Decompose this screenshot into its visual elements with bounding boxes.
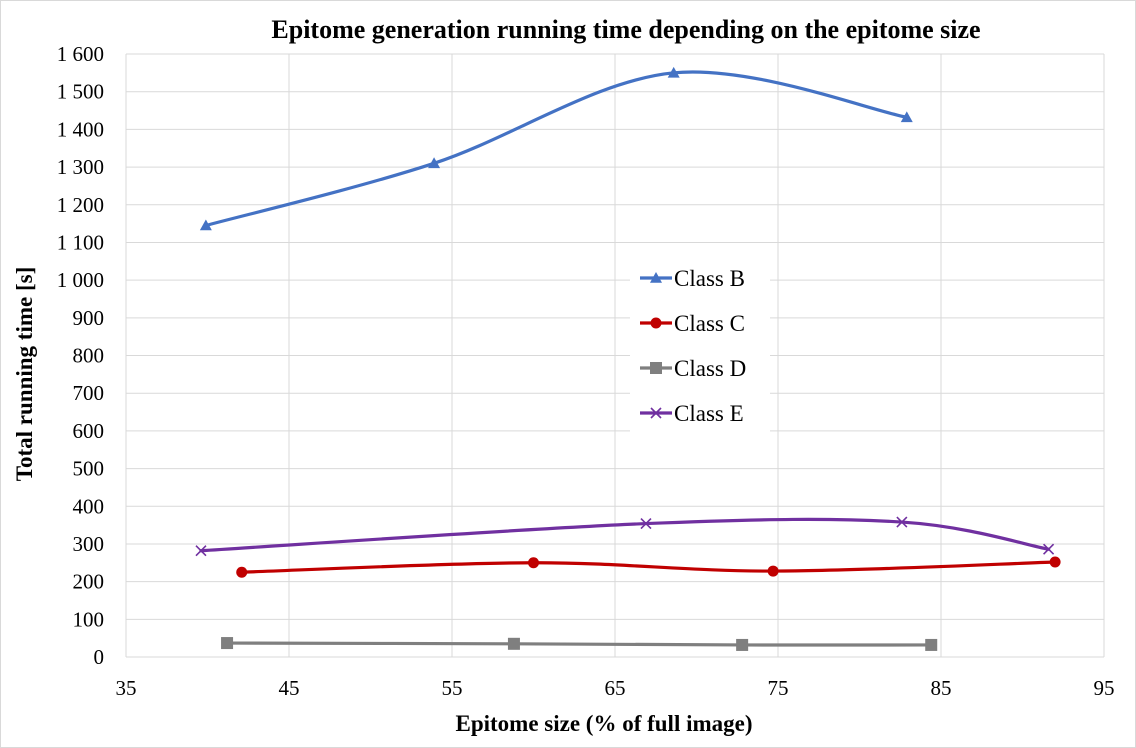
x-tick-label: 65 bbox=[605, 676, 626, 700]
y-tick-label: 600 bbox=[73, 419, 105, 443]
data-point bbox=[221, 637, 234, 650]
series-line bbox=[225, 641, 933, 647]
y-tick-label: 1 500 bbox=[57, 80, 104, 104]
x-tick-label: 75 bbox=[768, 676, 789, 700]
legend-item: Class C bbox=[640, 311, 745, 336]
legend-marker bbox=[650, 272, 662, 283]
y-tick-label: 100 bbox=[73, 607, 105, 631]
series-class-c bbox=[236, 556, 1061, 578]
data-point bbox=[736, 638, 749, 651]
data-point bbox=[236, 566, 248, 578]
series-lines bbox=[195, 66, 1061, 651]
data-point bbox=[900, 111, 913, 123]
y-tick-label: 1 200 bbox=[57, 193, 104, 217]
x-tick-label: 85 bbox=[931, 676, 952, 700]
series-class-e bbox=[195, 516, 1055, 557]
series-class-d bbox=[221, 637, 938, 651]
y-tick-label: 400 bbox=[73, 494, 105, 518]
y-tick-label: 0 bbox=[94, 645, 105, 669]
legend-label: Class D bbox=[674, 356, 746, 381]
data-point bbox=[640, 518, 652, 530]
series-class-b bbox=[199, 66, 913, 231]
data-point bbox=[925, 638, 938, 651]
x-axis-title: Epitome size (% of full image) bbox=[455, 711, 752, 736]
y-tick-label: 800 bbox=[73, 344, 105, 368]
series-line bbox=[240, 560, 1057, 574]
data-point bbox=[1049, 556, 1061, 568]
data-point bbox=[1043, 543, 1055, 555]
legend-item: Class B bbox=[640, 266, 745, 291]
y-tick-label: 1 000 bbox=[57, 268, 104, 292]
series-line bbox=[199, 517, 1051, 553]
legend-label: Class B bbox=[674, 266, 745, 291]
y-tick-label: 1 400 bbox=[57, 117, 104, 141]
data-point bbox=[507, 637, 520, 650]
legend-label: Class C bbox=[674, 311, 745, 336]
y-tick-label: 200 bbox=[73, 570, 105, 594]
x-tick-label: 45 bbox=[279, 676, 300, 700]
legend: Class B Class C Class D Class E bbox=[630, 252, 770, 436]
data-point bbox=[528, 557, 539, 569]
legend-marker bbox=[650, 317, 662, 329]
y-tick-label: 1 600 bbox=[57, 42, 104, 66]
y-tick-label: 1 300 bbox=[57, 155, 104, 179]
axes: 0 100 200 300 400 500 600 700 800 900 1 000 1 100 1 … bbox=[57, 42, 1115, 700]
legend-item: Class D bbox=[640, 356, 746, 381]
chart-title: Epitome generation running time dependin… bbox=[271, 15, 980, 44]
series-line bbox=[204, 70, 909, 228]
legend-item: Class E bbox=[640, 401, 744, 426]
data-point bbox=[199, 219, 212, 231]
legend-marker bbox=[650, 362, 662, 374]
x-tick-label: 35 bbox=[116, 676, 137, 700]
y-tick-label: 900 bbox=[73, 306, 105, 330]
data-point bbox=[896, 516, 908, 528]
data-point bbox=[767, 565, 779, 577]
legend-marker bbox=[650, 407, 662, 419]
data-point bbox=[667, 66, 680, 78]
legend-label: Class E bbox=[674, 401, 744, 426]
x-tick-label: 95 bbox=[1094, 676, 1115, 700]
y-tick-label: 1 100 bbox=[57, 230, 104, 254]
y-tick-label: 300 bbox=[73, 532, 105, 556]
data-point bbox=[195, 545, 207, 557]
y-tick-label: 700 bbox=[73, 381, 105, 405]
data-point bbox=[428, 157, 441, 169]
gridlines bbox=[125, 53, 1105, 658]
x-tick-label: 55 bbox=[442, 676, 463, 700]
y-axis-title: Total running time [s] bbox=[12, 267, 37, 481]
y-tick-label: 500 bbox=[73, 457, 105, 481]
